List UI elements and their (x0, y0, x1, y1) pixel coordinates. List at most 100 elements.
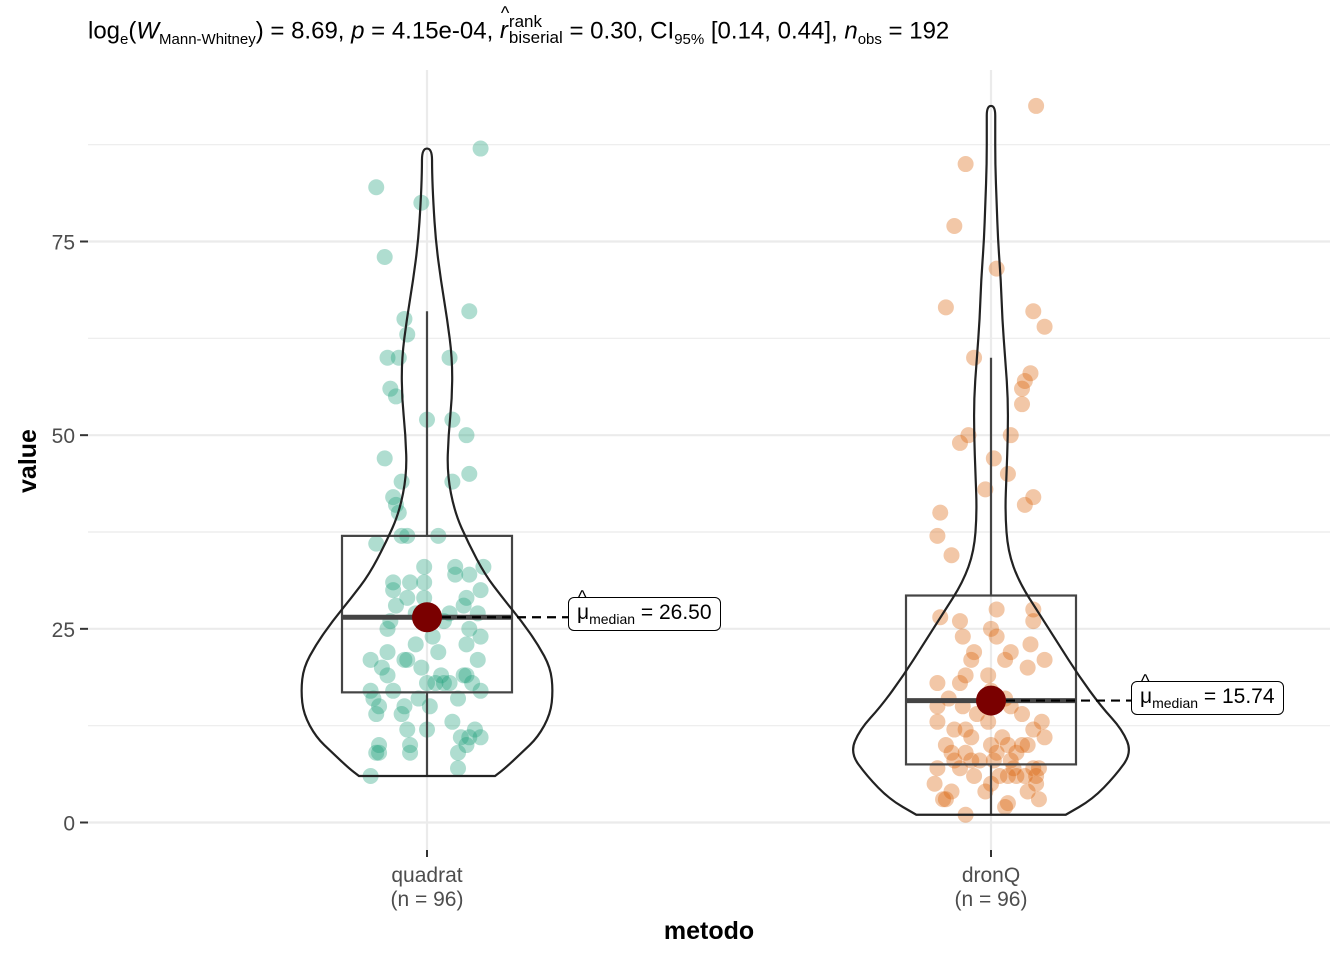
data-point-quadrat (385, 582, 402, 599)
data-point-dronQ (985, 752, 1002, 769)
data-point-quadrat (458, 589, 475, 606)
data-point-quadrat (450, 744, 467, 761)
title-stat-sub: Mann-Whitney (159, 31, 256, 49)
data-point-dronQ (983, 737, 999, 754)
data-point-quadrat (407, 636, 424, 653)
data-point-quadrat (416, 574, 433, 591)
data-point-quadrat (393, 473, 410, 490)
data-point-dronQ (977, 783, 994, 800)
data-point-dronQ (935, 791, 952, 808)
data-point-dronQ (957, 667, 974, 684)
data-point-quadrat (458, 636, 475, 653)
data-point-quadrat (452, 729, 469, 746)
data-point-dronQ (946, 752, 963, 769)
median-label-sub: median (1152, 694, 1199, 711)
data-point-dronQ (929, 760, 946, 777)
x-tick-label: dronQ (962, 864, 1020, 887)
data-point-dronQ (980, 667, 997, 684)
data-point-dronQ (988, 601, 1005, 618)
data-point-quadrat (464, 675, 481, 692)
data-point-dronQ (999, 768, 1016, 785)
data-point-quadrat (458, 737, 475, 754)
title-stat-value: ) = 8.69, (255, 17, 352, 45)
x-axis-title: metodo (664, 917, 754, 945)
data-point-quadrat (427, 675, 444, 692)
data-point-dronQ (1008, 768, 1025, 785)
title-n-value: = 192 (881, 17, 950, 45)
data-point-quadrat (447, 566, 464, 583)
title-n-sub: obs (857, 31, 882, 49)
title-ci-sub: 95% (674, 31, 705, 49)
data-point-quadrat (396, 651, 413, 668)
data-point-quadrat (472, 729, 489, 746)
data-point-dronQ (1030, 791, 1047, 808)
data-point-dronQ (983, 620, 999, 637)
title-effect-value: = 0.30, CI (562, 17, 675, 45)
data-point-quadrat (472, 140, 489, 157)
data-point-quadrat (396, 310, 413, 327)
data-point-quadrat (416, 589, 433, 606)
data-point-dronQ (1022, 636, 1039, 653)
data-point-dronQ (954, 628, 971, 645)
data-point-quadrat (455, 667, 472, 684)
data-point-dronQ (1002, 427, 1019, 444)
title-p-value: = 4.15e-04, (364, 17, 500, 45)
data-point-quadrat (450, 760, 467, 777)
data-point-dronQ (932, 504, 949, 521)
data-point-quadrat (433, 667, 450, 684)
data-point-dronQ (977, 481, 994, 498)
median-label-symbol: μ (577, 587, 589, 625)
data-point-dronQ (971, 752, 988, 769)
data-point-dronQ (1028, 775, 1045, 792)
y-tick-label: 25 (52, 619, 75, 642)
median-label-value: = 26.50 (635, 601, 712, 625)
data-point-dronQ (1036, 729, 1053, 746)
data-point-quadrat (461, 620, 478, 637)
data-point-quadrat (450, 690, 467, 707)
median-label-dronQ: μmedian = 15.74 (1131, 671, 1284, 715)
data-point-quadrat (472, 628, 489, 645)
data-point-dronQ (929, 713, 946, 730)
title-paren: ( (128, 17, 137, 45)
data-point-dronQ (1036, 651, 1053, 668)
data-point-quadrat (362, 682, 379, 699)
data-point-quadrat (399, 326, 416, 343)
data-point-quadrat (461, 303, 478, 320)
data-point-quadrat (362, 651, 379, 668)
median-label-quadrat: μmedian = 26.50 (568, 587, 721, 632)
data-point-quadrat (466, 721, 483, 738)
data-point-quadrat (368, 535, 385, 552)
data-point-quadrat (385, 489, 402, 506)
data-point-quadrat (373, 659, 390, 676)
data-point-dronQ (1014, 396, 1031, 413)
data-point-quadrat (416, 558, 433, 575)
data-point-quadrat (365, 690, 382, 707)
title-func-sub: e (120, 31, 129, 49)
data-point-quadrat (382, 380, 399, 397)
data-point-quadrat (399, 721, 416, 738)
data-point-quadrat (402, 574, 419, 591)
data-point-dronQ (937, 299, 954, 316)
data-point-quadrat (371, 698, 388, 715)
data-point-dronQ (966, 644, 983, 661)
data-point-quadrat (421, 698, 438, 715)
data-point-dronQ (963, 651, 980, 668)
data-point-quadrat (399, 589, 416, 606)
data-point-dronQ (1016, 496, 1033, 513)
data-point-dronQ (946, 218, 963, 235)
data-point-quadrat (435, 675, 452, 692)
data-point-dronQ (1005, 760, 1022, 777)
data-point-dronQ (957, 156, 974, 173)
data-point-dronQ (985, 450, 1002, 467)
data-point-dronQ (1019, 783, 1036, 800)
data-point-dronQ (966, 349, 983, 366)
data-point-quadrat (461, 566, 478, 583)
data-point-quadrat (469, 651, 486, 668)
violin-quadrat (300, 147, 554, 778)
data-point-quadrat (379, 349, 396, 366)
data-point-quadrat (368, 179, 385, 196)
data-point-dronQ (991, 768, 1008, 785)
data-point-quadrat (444, 473, 461, 490)
violin-dronQ (852, 104, 1130, 816)
y-tick-label: 75 (52, 232, 75, 255)
